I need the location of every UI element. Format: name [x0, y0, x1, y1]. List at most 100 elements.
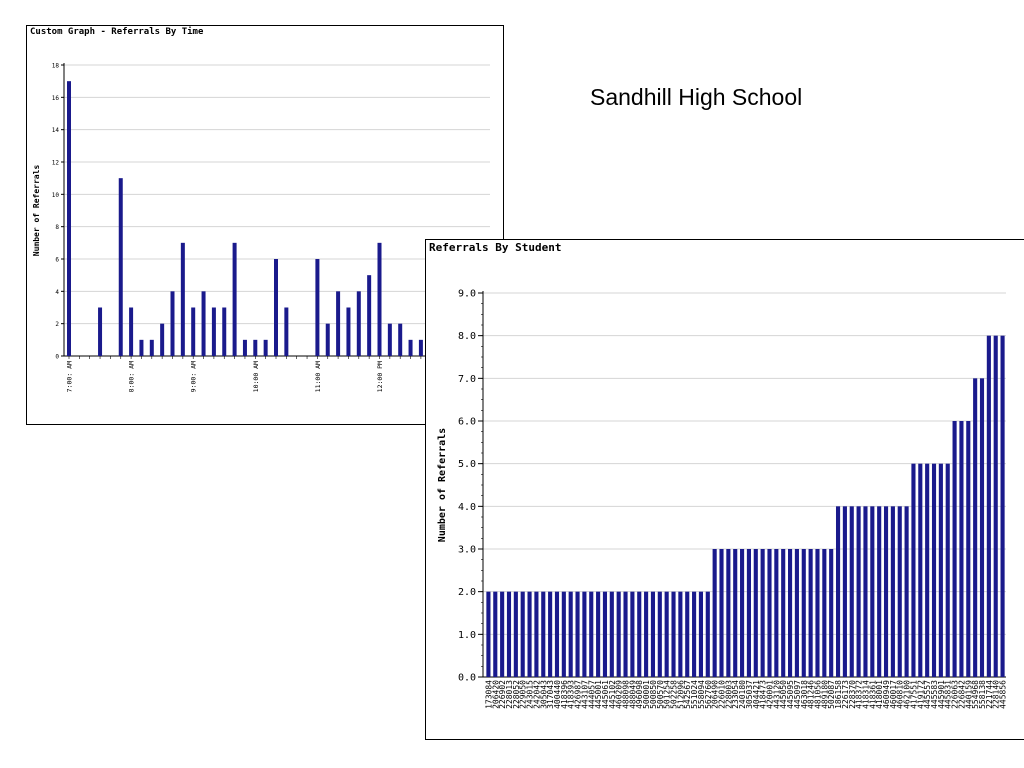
x-tick-label: 444057: [587, 680, 596, 709]
bar: [554, 591, 560, 677]
bar: [938, 463, 943, 677]
bar: [602, 591, 608, 677]
x-tick-label: 445097: [793, 680, 802, 709]
x-tick-label: 8:00: AM: [128, 361, 136, 392]
bar: [139, 339, 144, 356]
bar: [513, 591, 518, 677]
x-tick-label: 489180: [820, 680, 829, 709]
bar: [520, 591, 525, 677]
bar: [918, 463, 923, 677]
y-tick-label: 7.0: [458, 374, 476, 385]
bar: [541, 591, 546, 677]
bar: [356, 291, 361, 356]
bar: [740, 549, 745, 677]
y-tick-label: 3.0: [458, 545, 476, 556]
x-tick-label: 10:00 AM: [252, 361, 260, 392]
bar: [284, 307, 289, 356]
bar: [959, 421, 964, 677]
y-tick-label: 1.0: [458, 630, 476, 641]
bar: [582, 591, 587, 677]
bar: [774, 549, 779, 677]
bar: [336, 291, 341, 356]
x-tick-label: 460810: [896, 680, 905, 709]
bar: [719, 549, 724, 677]
bar: [180, 242, 185, 356]
bar: [170, 291, 175, 356]
x-tick-label: 418396: [560, 680, 569, 709]
bar: [993, 335, 998, 677]
bar: [904, 506, 909, 677]
bar: [973, 378, 978, 677]
bar: [911, 463, 916, 677]
x-tick-label: 500001: [642, 680, 651, 709]
bar: [979, 378, 985, 677]
x-tick-label: 305037: [745, 680, 754, 709]
y-tick-label: 0: [55, 354, 59, 361]
bar: [986, 335, 991, 677]
bar: [377, 242, 382, 356]
bar: [856, 506, 861, 677]
x-tick-label: 418314: [861, 680, 870, 709]
bar: [118, 178, 123, 356]
bar: [222, 307, 227, 356]
referrals-by-student-chart: Referrals By Student 0.0 1.0 2.0 3.0 4.0 5.0 6…: [425, 239, 1024, 740]
bar: [815, 549, 820, 677]
x-tick-label: 221744: [985, 680, 994, 709]
x-tick-label: 226842: [957, 680, 966, 709]
bar: [149, 339, 154, 356]
x-tick-label: 460209: [615, 680, 624, 709]
bar: [685, 591, 690, 677]
bar: [589, 591, 594, 677]
bar: [931, 463, 937, 677]
bar: [387, 323, 392, 356]
bar: [897, 506, 902, 677]
bar: [129, 307, 134, 356]
bar: [835, 506, 841, 677]
bar: [794, 549, 799, 677]
x-tick-label: 500850: [649, 680, 658, 709]
x-tick-label: 206490: [711, 680, 720, 709]
x-tick-label: 462100: [903, 680, 912, 709]
y-axis-label: Number of Referrals: [437, 428, 448, 542]
bar: [67, 81, 71, 356]
x-tick-label: 445831: [944, 680, 953, 709]
bar: [664, 591, 669, 677]
x-tick-label: 404421: [752, 680, 761, 709]
bar: [160, 323, 165, 356]
y-tick-label: 10: [52, 192, 60, 199]
x-tick-label: 445102: [608, 680, 617, 709]
x-tick-label: 445061: [601, 680, 610, 709]
bar: [890, 506, 895, 677]
x-tick-label: 443107: [580, 680, 589, 709]
bar: [726, 549, 731, 677]
x-tick-label: 562760: [704, 680, 713, 709]
x-tick-label: 463018: [800, 680, 809, 709]
bar: [808, 549, 813, 677]
bar: [346, 307, 351, 356]
chart-title: Referrals By Student: [429, 241, 562, 254]
x-tick-label: 317043: [546, 680, 555, 709]
bar: [609, 591, 614, 677]
x-tick-label: 242042: [532, 680, 541, 709]
bar: [315, 259, 320, 356]
x-tick-label: 420001: [765, 680, 774, 709]
x-tick-label: 11:00 AM: [314, 361, 322, 392]
x-tick-label: 243015: [526, 680, 535, 709]
x-tick-label: 226902: [498, 680, 507, 709]
bar: [849, 506, 854, 677]
y-tick-label: 6.0: [458, 417, 476, 428]
x-tick-label: 481246: [807, 680, 816, 709]
bar: [623, 591, 628, 677]
y-tick-label: 8.0: [458, 331, 476, 342]
y-axis-label: Number of Referrals: [32, 165, 41, 257]
y-tick-label: 4: [55, 289, 59, 296]
bar: [945, 463, 950, 677]
bar: [829, 549, 834, 677]
student-chart-plot: 0.0 1.0 2.0 3.0 4.0 5.0 6.0 7.0 8.0 9.0 Number of …: [437, 289, 1008, 709]
bar: [242, 339, 247, 356]
bar: [596, 591, 601, 677]
x-tick-label: 445095: [786, 680, 795, 709]
x-tick-label: 229050: [519, 680, 528, 709]
x-tick-label: 228052: [512, 680, 521, 709]
bar: [767, 549, 772, 677]
